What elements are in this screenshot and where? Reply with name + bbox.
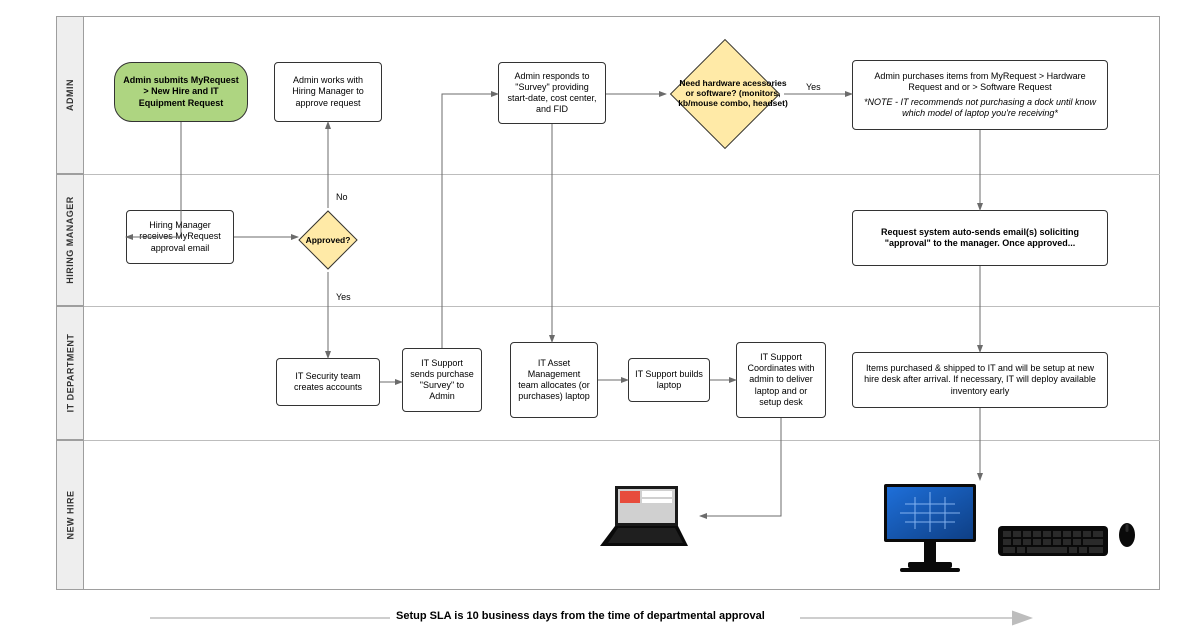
mouse-icon xyxy=(1118,520,1136,548)
start-node: Admin submits MyRequest > New Hire and I… xyxy=(114,62,248,122)
node-text: Admin responds to "Survey" providing sta… xyxy=(505,71,599,116)
lane-label-text: HIRING MANAGER xyxy=(65,196,75,284)
node-admin-works: Admin works with Hiring Manager to appro… xyxy=(274,62,382,122)
node-it-asset: IT Asset Management team allocates (or p… xyxy=(510,342,598,418)
node-text: IT Support builds laptop xyxy=(635,369,703,392)
node-text: Request system auto-sends email(s) solic… xyxy=(859,227,1101,250)
node-it-coord: IT Support Coordinates with admin to del… xyxy=(736,342,826,418)
node-text: Admin purchases items from MyRequest > H… xyxy=(859,71,1101,94)
laptop-icon xyxy=(590,482,690,552)
node-note: *NOTE - IT recommends not purchasing a d… xyxy=(859,97,1101,120)
lane-label-hiring-manager: HIRING MANAGER xyxy=(56,174,84,306)
lane-divider xyxy=(84,440,1160,441)
lane-label-it-department: IT DEPARTMENT xyxy=(56,306,84,440)
edge-label-yes-approved: Yes xyxy=(334,292,353,302)
footer-sla-text: Setup SLA is 10 business days from the t… xyxy=(396,610,765,622)
node-text: Items purchased & shipped to IT and will… xyxy=(859,363,1101,397)
monitor-icon xyxy=(880,482,980,578)
node-text: Admin works with Hiring Manager to appro… xyxy=(281,75,375,109)
node-it-survey: IT Support sends purchase "Survey" to Ad… xyxy=(402,348,482,412)
node-admin-purchases: Admin purchases items from MyRequest > H… xyxy=(852,60,1108,130)
lane-label-text: IT DEPARTMENT xyxy=(65,334,75,413)
node-it-shipped: Items purchased & shipped to IT and will… xyxy=(852,352,1108,408)
node-text: IT Support sends purchase "Survey" to Ad… xyxy=(409,358,475,403)
edge-label-yes-need: Yes xyxy=(804,82,823,92)
keyboard-icon xyxy=(998,520,1108,560)
node-text: Admin submits MyRequest > New Hire and I… xyxy=(123,75,239,109)
node-it-sec: IT Security team creates accounts xyxy=(276,358,380,406)
node-text: IT Security team creates accounts xyxy=(283,371,373,394)
node-it-build: IT Support builds laptop xyxy=(628,358,710,402)
lane-divider xyxy=(84,174,1160,175)
lane-label-admin: ADMIN xyxy=(56,16,84,174)
node-text: IT Asset Management team allocates (or p… xyxy=(517,358,591,403)
node-text: IT Support Coordinates with admin to del… xyxy=(743,352,819,408)
lane-label-new-hire: NEW HIRE xyxy=(56,440,84,590)
node-auto-send: Request system auto-sends email(s) solic… xyxy=(852,210,1108,266)
node-text: Hiring Manager receives MyRequest approv… xyxy=(133,220,227,254)
edge-label-no: No xyxy=(334,192,350,202)
lane-label-text: ADMIN xyxy=(65,79,75,111)
lane-label-column: ADMIN HIRING MANAGER IT DEPARTMENT NEW H… xyxy=(56,16,84,590)
node-admin-survey: Admin responds to "Survey" providing sta… xyxy=(498,62,606,124)
lane-divider xyxy=(84,306,1160,307)
node-hm-email: Hiring Manager receives MyRequest approv… xyxy=(126,210,234,264)
lane-label-text: NEW HIRE xyxy=(65,491,75,540)
